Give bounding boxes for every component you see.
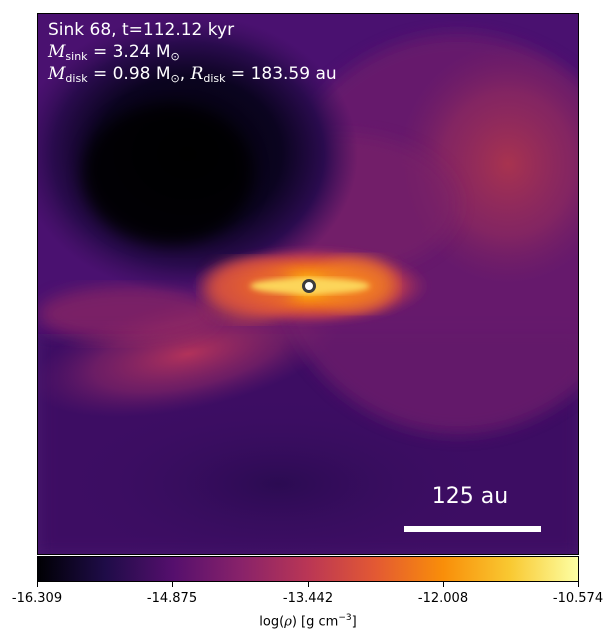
colorbar-tick	[578, 582, 579, 587]
colorbar-tick-label: -16.309	[11, 591, 63, 606]
sink-time-label: Sink 68, t=112.12 kyr	[48, 20, 235, 40]
colorbar-tick-label: -12.008	[417, 591, 469, 606]
scale-bar	[404, 526, 541, 532]
density-image	[38, 14, 578, 554]
colorbar-tick	[308, 582, 309, 587]
sink-marker	[302, 279, 316, 293]
density-map: Sink 68, t=112.12 kyr Msink = 3.24 M⊙ Md…	[37, 13, 579, 555]
colorbar-tick-label: -10.574	[552, 591, 604, 606]
colorbar-tick	[443, 582, 444, 587]
colorbar-tick	[172, 582, 173, 587]
colorbar-label: log(ρ) [g cm−3]	[259, 613, 357, 630]
colorbar-tick	[37, 582, 38, 587]
scale-bar-label: 125 au	[431, 484, 509, 509]
colorbar	[37, 556, 579, 582]
disk-props-label: Mdisk = 0.98 M⊙, Rdisk = 183.59 au	[48, 64, 337, 85]
sink-mass-label: Msink = 3.24 M⊙	[48, 42, 180, 63]
colorbar-tick-label: -14.875	[146, 591, 198, 606]
colorbar-tick-label: -13.442	[282, 591, 334, 606]
